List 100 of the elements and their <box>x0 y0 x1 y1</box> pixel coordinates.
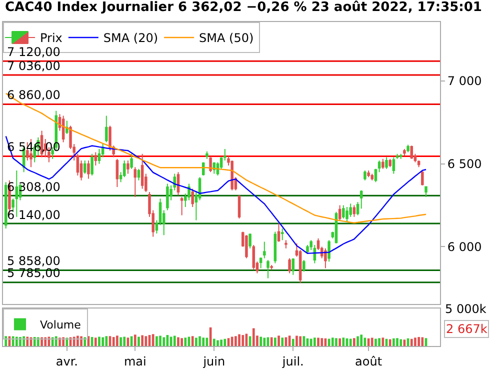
candlestick <box>342 204 345 220</box>
candlestick <box>166 183 169 211</box>
candlestick <box>374 168 378 183</box>
y-tick-label: 7 000 <box>447 74 482 88</box>
bar <box>242 335 244 346</box>
candlestick <box>360 190 363 210</box>
bar <box>299 336 302 346</box>
bar <box>260 336 262 346</box>
candlestick <box>209 156 212 173</box>
candlestick <box>280 228 284 241</box>
bar <box>400 339 402 346</box>
candlestick <box>62 115 65 143</box>
candlestick <box>424 186 428 198</box>
line-series <box>5 136 427 254</box>
candlestick <box>180 196 184 216</box>
bar <box>54 336 58 346</box>
candlestick <box>370 173 374 181</box>
candlestick <box>277 223 280 242</box>
candlestick <box>403 148 406 156</box>
candlestick <box>328 240 330 262</box>
bar <box>162 337 166 346</box>
ref-line-label: 5 858,00 <box>7 254 60 268</box>
x-tick-label: juin <box>202 354 226 368</box>
candlestick <box>324 248 327 269</box>
bar <box>134 334 136 346</box>
bar <box>360 334 363 346</box>
candlestick <box>122 160 126 178</box>
candlestick <box>4 182 8 229</box>
bar <box>349 338 352 346</box>
bar <box>159 336 162 346</box>
bar <box>317 338 320 346</box>
bar <box>116 336 118 346</box>
bar <box>342 338 345 346</box>
legend-label: Volume <box>40 318 82 332</box>
candlestick <box>134 166 137 198</box>
candlestick <box>176 172 180 196</box>
candlestick <box>338 204 342 221</box>
bar <box>202 338 205 346</box>
bar <box>177 337 180 346</box>
candlestick <box>382 158 384 170</box>
bar <box>216 340 219 346</box>
candlestick <box>292 258 295 276</box>
candlestick <box>270 264 273 270</box>
bar <box>270 337 273 346</box>
candlestick <box>417 160 420 168</box>
candlestick <box>349 203 352 218</box>
text: 2 667k <box>446 322 488 336</box>
bar <box>220 340 222 346</box>
bar <box>252 328 255 346</box>
candlestick <box>385 156 388 170</box>
bar <box>102 337 104 346</box>
text: 5 000k <box>445 302 486 316</box>
candlestick <box>410 145 414 160</box>
bar <box>274 338 276 346</box>
candlestick <box>378 160 381 173</box>
candlestick <box>252 244 256 270</box>
candlestick <box>364 170 366 181</box>
bar <box>234 336 237 346</box>
candlestick <box>140 153 144 190</box>
candlestick <box>274 231 277 264</box>
bar <box>224 338 226 346</box>
bar <box>141 335 144 346</box>
bar <box>331 338 334 346</box>
bar <box>138 336 140 346</box>
candlestick <box>367 170 370 178</box>
candlestick <box>396 153 399 160</box>
x-tick-label: mai <box>124 354 146 368</box>
x-tick-label: août <box>355 354 382 368</box>
bar <box>238 334 240 346</box>
candlestick <box>191 188 194 208</box>
candlestick <box>245 234 248 259</box>
bar <box>421 337 424 346</box>
bar <box>156 336 158 346</box>
bar <box>180 338 183 346</box>
bar <box>382 338 384 346</box>
legend-label: Prix <box>40 31 62 46</box>
candlestick <box>94 152 98 166</box>
x-tick-label: avr. <box>56 354 78 368</box>
candlestick <box>15 170 18 218</box>
x-tick-label: juil. <box>281 354 304 368</box>
candlestick <box>388 158 392 168</box>
candlestick <box>263 241 266 259</box>
candlestick <box>259 256 262 269</box>
bar <box>396 338 398 346</box>
candlestick <box>399 153 402 160</box>
bar <box>98 336 100 346</box>
bar <box>410 338 413 346</box>
chart-title: CAC40 Index Journalier 6 362,02 −0,26 % 23 août 2022, 17:35:01 <box>5 0 482 15</box>
candlestick <box>87 160 90 180</box>
bar <box>353 338 356 346</box>
candlestick <box>346 206 348 222</box>
bar <box>22 336 25 346</box>
bar <box>173 336 176 346</box>
bar <box>230 336 234 346</box>
bar <box>152 334 154 346</box>
candlestick <box>284 240 288 249</box>
candlestick <box>137 168 140 181</box>
candlestick <box>130 153 133 170</box>
bar <box>414 338 416 346</box>
candlestick <box>352 204 356 218</box>
